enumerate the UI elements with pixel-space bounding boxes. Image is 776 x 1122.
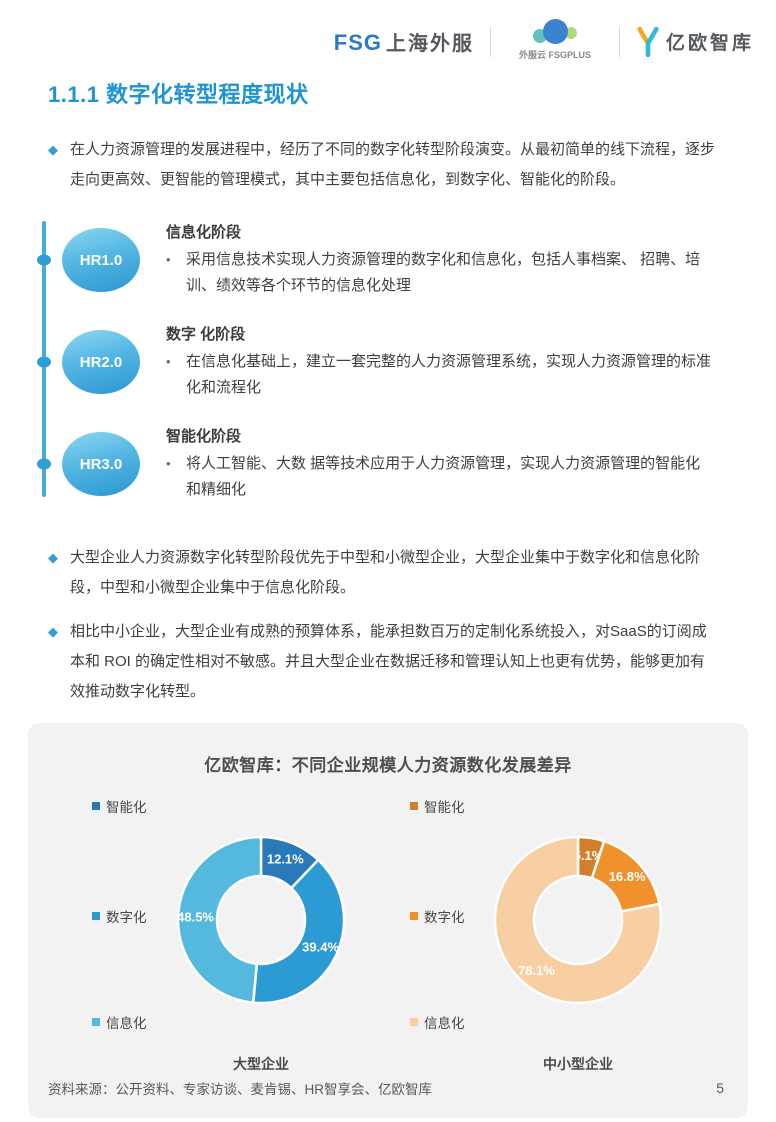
stage-content: 信息化阶段 • 采用信息技术实现人力资源管理的数字化和信息化，包括人事档案、 招…	[166, 221, 776, 299]
stage-badge-hr1: HR1.0	[62, 228, 140, 292]
hr-stage-timeline: HR1.0 信息化阶段 • 采用信息技术实现人力资源管理的数字化和信息化，包括人…	[37, 217, 776, 505]
timeline-dot	[37, 458, 51, 470]
legend-label: 信息化	[424, 1016, 465, 1031]
fsgplus-circles-icon	[532, 19, 578, 46]
donut-slice-信息化	[176, 835, 263, 1004]
chart-title: 亿欧智库：不同企业规模人力资源数化发展差异	[204, 756, 572, 775]
fsgplus-logo: 外服云 FSGPLUS	[507, 19, 603, 61]
donut-chart-large-enterprise: 12.1% 39.4% 48.5%	[176, 835, 346, 1005]
diamond-bullet-icon: ◆	[48, 142, 58, 157]
stage-badge-hr2: HR2.0	[62, 330, 140, 394]
legend-item: 数字化	[92, 906, 147, 926]
legend-item: 数字化	[410, 906, 465, 926]
logo-divider	[489, 26, 491, 57]
chart-caption-sme: 中小型企业	[543, 1056, 613, 1072]
yiou-y-icon	[637, 26, 659, 57]
legend-swatch	[410, 802, 418, 810]
donut-slice-label: 16.8%	[609, 869, 646, 884]
intro-paragraph: ◆ 在人力资源管理的发展进程中，经历了不同的数字化转型阶段演变。从最初简单的线下…	[48, 135, 718, 195]
chart-card: 亿欧智库：不同企业规模人力资源数化发展差异 智能化 数字化 信息化 12.1% 3…	[28, 723, 748, 1118]
timeline-dot	[37, 356, 51, 368]
chart-caption-large-enterprise: 大型企业	[233, 1056, 289, 1072]
stage-description-text: 在信息化基础上，建立一套完整的人力资源管理系统，实现人力资源管理的标准化和流程化	[186, 353, 712, 396]
stage-heading: 智能化阶段	[166, 428, 242, 445]
timeline-stage-hr1: HR1.0 信息化阶段 • 采用信息技术实现人力资源管理的数字化和信息化，包括人…	[37, 221, 776, 299]
donut-chart-sme: 5.1% 16.8% 78.1%	[493, 835, 663, 1005]
compare-paragraph-text: 大型企业人力资源数字化转型阶段优先于中型和小微型企业，大型企业集中于数字化和信息…	[70, 549, 701, 596]
donut-slice-label: 5.1%	[574, 848, 604, 863]
footer: 资料来源：公开资料、专家访谈、麦肯锡、HR智享会、亿欧智库 5	[48, 1078, 724, 1098]
fsg-logo: FSG 上海外服	[334, 27, 474, 56]
page-title: 1.1.1 数字化转型程度现状	[48, 82, 309, 107]
charts-row: 智能化 数字化 信息化 12.1% 39.4% 48.5% 大型企业 智能化	[28, 790, 748, 1086]
legend-label: 信息化	[106, 1016, 147, 1031]
legend-item: 智能化	[410, 796, 465, 816]
legend-label: 智能化	[424, 800, 465, 815]
dot-bullet-icon: •	[166, 456, 171, 471]
fsgplus-circle-green	[564, 27, 577, 39]
dot-bullet-icon: •	[166, 252, 171, 267]
source-note: 资料来源：公开资料、专家访谈、麦肯锡、HR智享会、亿欧智库	[48, 1082, 432, 1097]
compare-paragraph: ◆ 大型企业人力资源数字化转型阶段优先于中型和小微型企业，大型企业集中于数字化和…	[48, 543, 718, 603]
yiou-logo: 亿欧智库	[636, 26, 754, 58]
stage-heading: 数字 化阶段	[166, 326, 246, 343]
stage-badge-hr3: HR3.0	[62, 432, 140, 496]
legend-label: 数字化	[424, 910, 465, 925]
logo-divider	[618, 26, 620, 57]
stage-description-text: 将人工智能、大数 据等技术应用于人力资源管理，实现人力资源管理的智能化和精细化	[186, 455, 701, 498]
intro-paragraph-text: 在人力资源管理的发展进程中，经历了不同的数字化转型阶段演变。从最初简单的线下流程…	[70, 141, 716, 188]
legend-swatch	[410, 1018, 418, 1026]
legend-swatch	[92, 1018, 100, 1026]
legend-label: 智能化	[106, 800, 147, 815]
fsgplus-circle-blue	[542, 19, 568, 44]
donut-slice-数字化	[251, 858, 346, 1005]
page-number: 5	[716, 1080, 724, 1096]
stage-description-text: 采用信息技术实现人力资源管理的数字化和信息化，包括人事档案、 招聘、培训、绩效等…	[186, 251, 701, 294]
donut-slice-信息化	[493, 835, 663, 1005]
legend-item: 信息化	[92, 1012, 147, 1032]
dot-bullet-icon: •	[166, 354, 171, 369]
legend-swatch	[410, 912, 418, 920]
legend-item: 智能化	[92, 796, 147, 816]
stage-description: • 采用信息技术实现人力资源管理的数字化和信息化，包括人事档案、 招聘、培训、绩…	[166, 247, 714, 299]
legend-item: 信息化	[410, 1012, 465, 1032]
stage-description: • 将人工智能、大数 据等技术应用于人力资源管理，实现人力资源管理的智能化和精细…	[166, 451, 714, 503]
diamond-bullet-icon: ◆	[48, 624, 58, 639]
fsgplus-logo-caption: 外服云 FSGPLUS	[518, 50, 591, 60]
chart-panel-large-enterprise: 智能化 数字化 信息化 12.1% 39.4% 48.5% 大型企业	[28, 790, 388, 1086]
legend-swatch	[92, 802, 100, 810]
budget-paragraph-text: 相比中小企业，大型企业有成熟的预算体系，能承担数百万的定制化系统投入，对SaaS…	[70, 623, 707, 700]
stage-heading: 信息化阶段	[166, 224, 242, 241]
fsg-logo-abbr: FSG	[333, 30, 382, 55]
timeline-stage-hr3: HR3.0 智能化阶段 • 将人工智能、大数 据等技术应用于人力资源管理，实现人…	[37, 425, 776, 503]
chart-panel-sme: 智能化 数字化 信息化 5.1% 16.8% 78.1% 中小型企业	[388, 790, 748, 1086]
stage-content: 数字 化阶段 • 在信息化基础上，建立一套完整的人力资源管理系统，实现人力资源管…	[166, 323, 776, 401]
legend-swatch	[92, 912, 100, 920]
donut-slice-label: 48.5%	[177, 909, 214, 924]
yiou-logo-name: 亿欧智库	[665, 33, 754, 54]
donut-slice-label: 78.1%	[518, 963, 555, 978]
timeline-stage-hr2: HR2.0 数字 化阶段 • 在信息化基础上，建立一套完整的人力资源管理系统，实…	[37, 323, 776, 401]
donut-slice-label: 12.1%	[267, 852, 304, 867]
fsg-logo-name: 上海外服	[385, 33, 474, 55]
stage-content: 智能化阶段 • 将人工智能、大数 据等技术应用于人力资源管理，实现人力资源管理的…	[166, 425, 776, 503]
diamond-bullet-icon: ◆	[48, 550, 58, 565]
stage-description: • 在信息化基础上，建立一套完整的人力资源管理系统，实现人力资源管理的标准化和流…	[166, 349, 714, 401]
budget-paragraph: ◆ 相比中小企业，大型企业有成熟的预算体系，能承担数百万的定制化系统投入，对Sa…	[48, 617, 718, 707]
donut-slice-label: 39.4%	[302, 940, 339, 955]
timeline-dot	[37, 254, 51, 266]
header: FSG 上海外服 外服云 FSGPLUS 亿欧智库	[0, 0, 776, 61]
legend-label: 数字化	[106, 910, 147, 925]
